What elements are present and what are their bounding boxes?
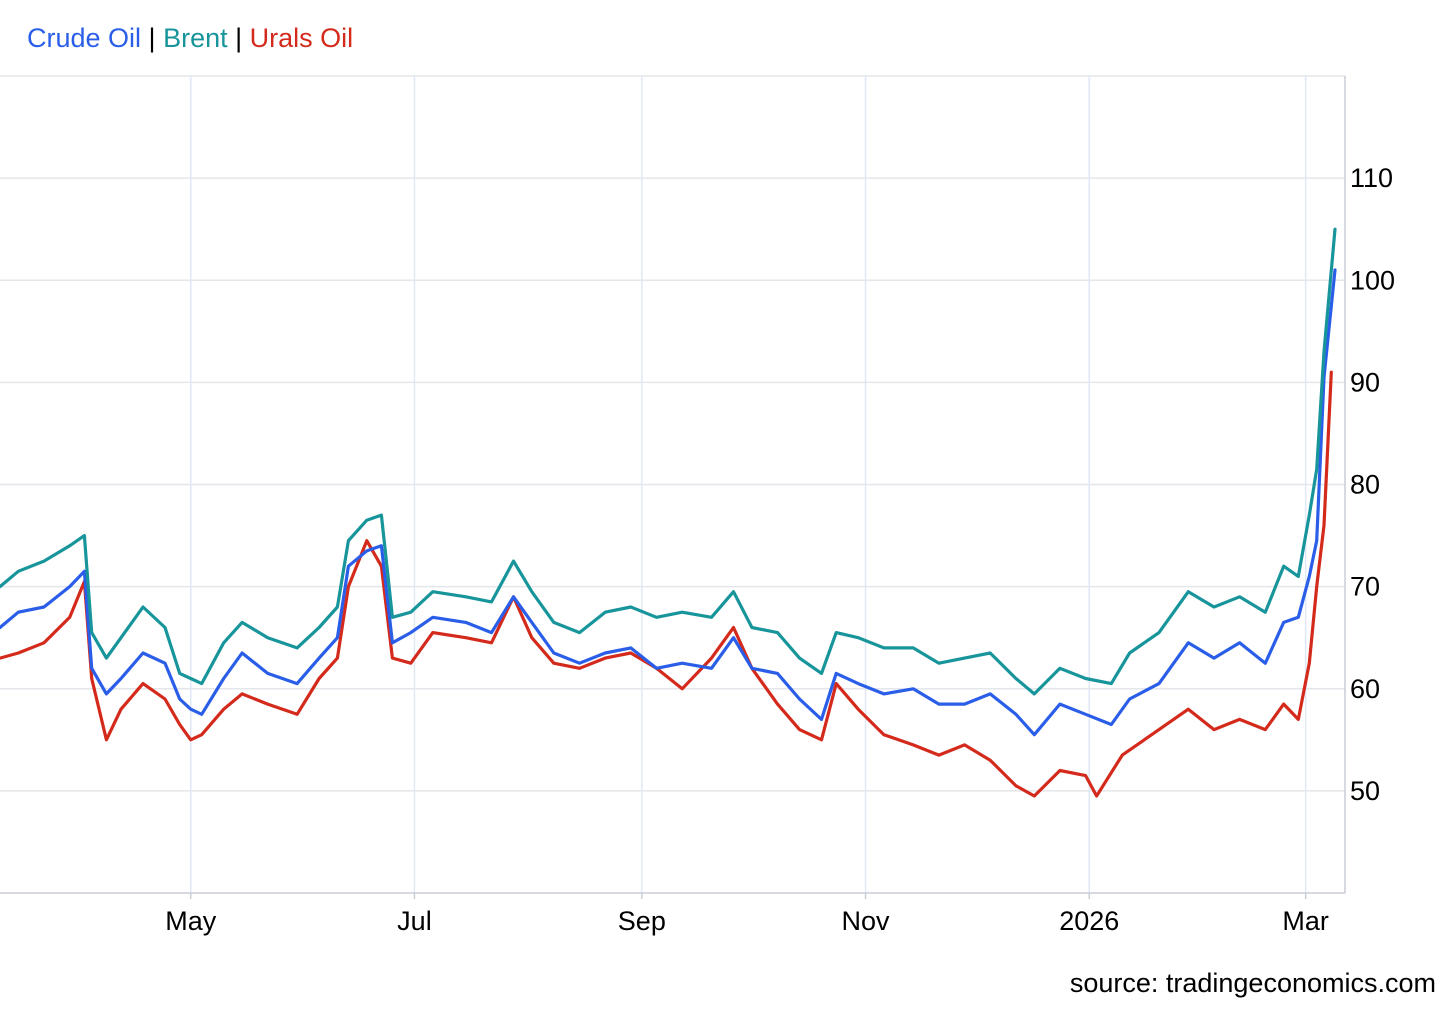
legend-item-crude-oil[interactable]: Crude Oil: [27, 23, 142, 53]
y-tick-label: 70: [1350, 572, 1380, 602]
x-tick-label: Sep: [618, 906, 666, 936]
chart-grid: [0, 75, 1345, 893]
source-credit: source: tradingeconomics.com: [1069, 968, 1436, 998]
legend-item-urals-oil[interactable]: Urals Oil: [249, 23, 354, 53]
x-tick-label: Jul: [397, 906, 432, 936]
x-tick-label: 2026: [1059, 906, 1119, 936]
x-tick-label: Nov: [842, 906, 891, 936]
y-tick-label: 80: [1350, 470, 1380, 500]
chart-series: [0, 227, 1337, 798]
series-line-brent: [0, 227, 1337, 696]
y-tick-label: 100: [1350, 265, 1395, 295]
y-tick-label: 90: [1350, 367, 1380, 397]
series-line-urals-oil: [0, 370, 1333, 798]
x-tick-label: Mar: [1282, 906, 1329, 936]
legend-separator: |: [227, 23, 250, 53]
chart-legend: Crude Oil | Brent | Urals Oil: [27, 20, 353, 56]
x-tick-label: May: [165, 906, 217, 936]
chart-axes: 50 60 70 80 90 100 110 May Jul Sep Nov 2026 Mar: [0, 76, 1395, 936]
y-tick-label: 110: [1350, 163, 1393, 193]
y-tick-label: 60: [1350, 674, 1380, 704]
series-line-crude-oil: [0, 268, 1337, 737]
legend-item-brent[interactable]: Brent: [163, 23, 228, 53]
legend-separator: |: [141, 23, 164, 53]
y-tick-label: 50: [1350, 776, 1380, 806]
